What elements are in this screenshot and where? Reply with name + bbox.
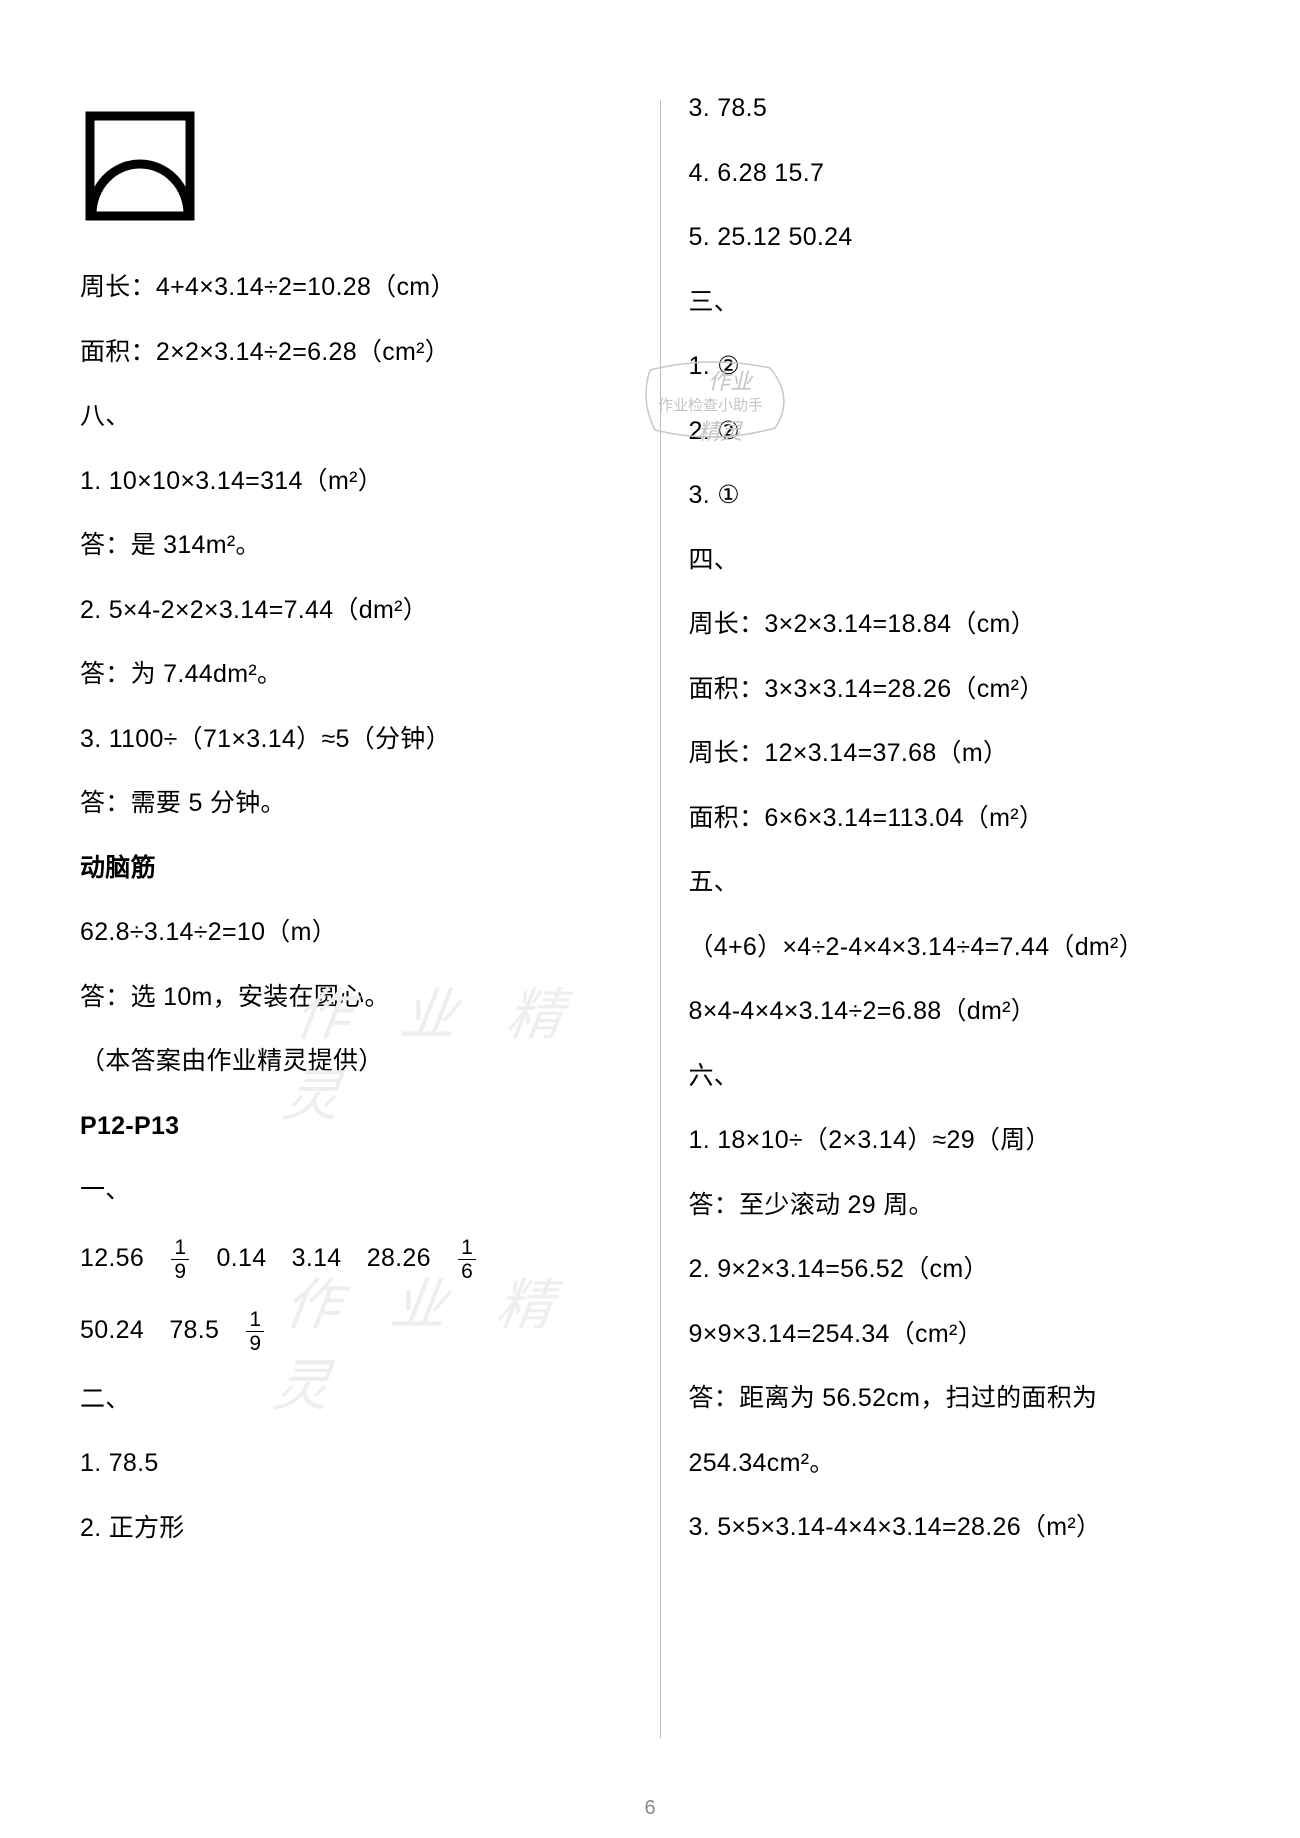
fraction-denominator: 9: [174, 1260, 186, 1282]
brain-1: 62.8÷3.14÷2=10（m）: [80, 914, 632, 952]
q6-3: 3. 5×5×3.14-4×4×3.14=28.26（m²）: [689, 1509, 1241, 1547]
page-number: 6: [644, 1797, 655, 1820]
page: 周长：4+4×3.14÷2=10.28（cm） 面积：2×2×3.14÷2=6.…: [0, 0, 1300, 1778]
left-column: 周长：4+4×3.14÷2=10.28（cm） 面积：2×2×3.14÷2=6.…: [80, 90, 660, 1738]
credit-line: （本答案由作业精灵提供）: [80, 1043, 632, 1081]
perimeter-line: 周长：4+4×3.14÷2=10.28（cm）: [80, 269, 632, 307]
sec1-row2: 50.24 78.5 1 9: [80, 1309, 632, 1354]
fraction-1-9: 1 9: [171, 1237, 189, 1282]
q6-2: 2. 9×2×3.14=56.52（cm）: [689, 1251, 1241, 1289]
a6-1: 答：至少滚动 29 周。: [689, 1187, 1241, 1225]
a6-2c: 254.34cm²。: [689, 1445, 1241, 1483]
q4-area2: 面积：6×6×3.14=113.04（m²）: [689, 800, 1241, 838]
fraction-denominator: 9: [249, 1332, 261, 1354]
brain-2: 答：选 10m，安装在圆心。: [80, 979, 632, 1017]
val-2: 0.14: [217, 1244, 267, 1272]
fraction-denominator: 6: [461, 1260, 473, 1282]
q2-5: 5. 25.12 50.24: [689, 219, 1241, 257]
q2-4: 4. 6.28 15.7: [689, 155, 1241, 193]
section-4-heading: 四、: [689, 542, 1241, 580]
section-8-heading: 八、: [80, 398, 632, 436]
fraction-1-6: 1 6: [458, 1237, 476, 1282]
section-5-heading: 五、: [689, 864, 1241, 902]
a8-1: 答：是 314m²。: [80, 527, 632, 565]
q2-1: 1. 78.5: [80, 1445, 632, 1483]
q2-3: 3. 78.5: [689, 90, 1241, 128]
val-1: 12.56: [80, 1244, 144, 1272]
val-3: 3.14: [292, 1244, 342, 1272]
val-4: 28.26: [367, 1244, 431, 1272]
section-3-heading: 三、: [689, 284, 1241, 322]
q4-perimeter1: 周长：3×2×3.14=18.84（cm）: [689, 606, 1241, 644]
q4-perimeter2: 周长：12×3.14=37.68（m）: [689, 735, 1241, 773]
fraction-numerator: 1: [246, 1309, 264, 1332]
q8-2: 2. 5×4-2×2×3.14=7.44（dm²）: [80, 592, 632, 630]
section-1-heading: 一、: [80, 1172, 632, 1210]
q8-1: 1. 10×10×3.14=314（m²）: [80, 463, 632, 501]
a8-2: 答：为 7.44dm²。: [80, 656, 632, 694]
q8-3: 3. 1100÷（71×3.14）≈5（分钟）: [80, 721, 632, 759]
q3-2: 2. ②: [689, 413, 1241, 451]
q2-2: 2. 正方形: [80, 1510, 632, 1548]
right-column: 3. 78.5 4. 6.28 15.7 5. 25.12 50.24 三、 1…: [661, 90, 1241, 1738]
q3-3: 3. ①: [689, 477, 1241, 515]
section-2-heading: 二、: [80, 1381, 632, 1419]
p12-heading: P12-P13: [80, 1108, 632, 1146]
shape-icon: [80, 106, 632, 231]
q5-1: （4+6）×4÷2-4×4×3.14÷4=7.44（dm²）: [689, 929, 1241, 967]
q6-1: 1. 18×10÷（2×3.14）≈29（周）: [689, 1122, 1241, 1160]
fraction-numerator: 1: [171, 1237, 189, 1260]
area-line: 面积：2×2×3.14÷2=6.28（cm²）: [80, 334, 632, 372]
val-5: 50.24: [80, 1316, 144, 1344]
a8-3: 答：需要 5 分钟。: [80, 785, 632, 823]
brain-heading: 动脑筋: [80, 850, 632, 888]
section-6-heading: 六、: [689, 1058, 1241, 1096]
fraction-1-9b: 1 9: [246, 1309, 264, 1354]
q3-1: 1. ②: [689, 348, 1241, 386]
val-6: 78.5: [169, 1316, 219, 1344]
a6-2: 答：距离为 56.52cm，扫过的面积为: [689, 1380, 1241, 1418]
sec1-row1: 12.56 1 9 0.14 3.14 28.26 1 6: [80, 1237, 632, 1282]
fraction-numerator: 1: [458, 1237, 476, 1260]
q5-2: 8×4-4×4×3.14÷2=6.88（dm²）: [689, 993, 1241, 1031]
q4-area1: 面积：3×3×3.14=28.26（cm²）: [689, 671, 1241, 709]
q6-2b: 9×9×3.14=254.34（cm²）: [689, 1316, 1241, 1354]
